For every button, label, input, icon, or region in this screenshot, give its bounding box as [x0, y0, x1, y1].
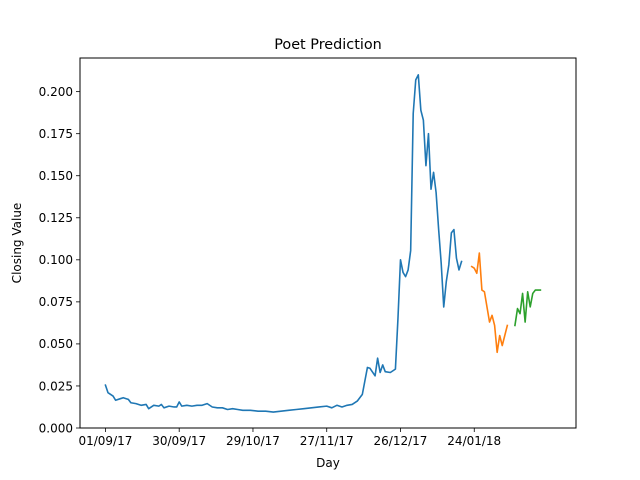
x-tick-label: 30/09/17	[152, 434, 206, 448]
y-axis-label: Closing Value	[10, 203, 24, 284]
y-tick-label: 0.000	[39, 421, 73, 435]
x-axis: 01/09/17 30/09/17 29/10/17 27/11/17 26/12/17…	[78, 428, 501, 448]
chart-title: Poet Prediction	[274, 37, 382, 53]
series-layer	[104, 74, 542, 413]
x-tick-label: 01/09/17	[78, 434, 132, 448]
y-tick-label: 0.175	[39, 127, 73, 141]
plot-area-frame	[79, 57, 577, 429]
x-tick-label: 24/01/18	[447, 434, 501, 448]
y-axis: 0.000 0.025 0.050 0.075 0.100 0.125 0.150 0.175…	[39, 85, 80, 435]
y-tick-label: 0.025	[39, 379, 73, 393]
series-line-3	[514, 289, 542, 327]
x-tick-label: 27/11/17	[300, 434, 354, 448]
y-tick-label: 0.100	[39, 253, 73, 267]
y-tick-label: 0.125	[39, 211, 73, 225]
y-tick-label: 0.050	[39, 337, 73, 351]
x-axis-label: Day	[316, 456, 340, 470]
series-line-2	[470, 252, 509, 354]
y-tick-label: 0.200	[39, 85, 73, 99]
x-tick-label: 26/12/17	[374, 434, 428, 448]
y-tick-label: 0.150	[39, 169, 73, 183]
series-line-1	[104, 74, 463, 413]
y-tick-label: 0.075	[39, 295, 73, 309]
x-tick-label: 29/10/17	[226, 434, 280, 448]
